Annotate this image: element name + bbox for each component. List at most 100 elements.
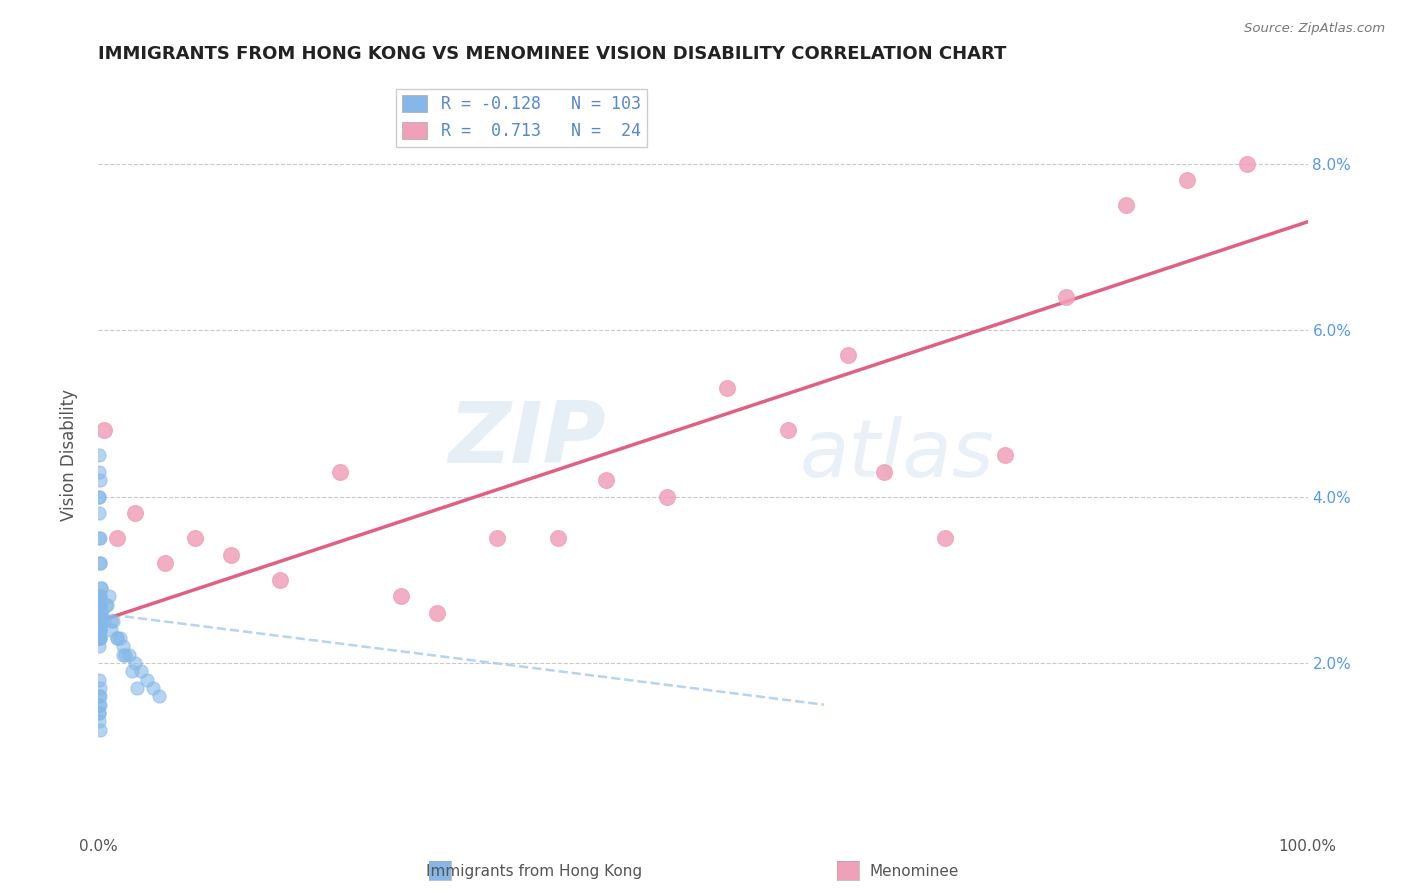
Point (91, 606, 114, 620)
Point (89, 598, 111, 612)
Point (114, 648, 136, 662)
Point (89, 698, 111, 712)
Point (108, 631, 131, 645)
Point (87, 623, 110, 637)
Point (87, 531, 110, 545)
Point (87, 623, 110, 637)
Point (87, 640, 110, 654)
Point (89, 615, 111, 629)
Point (121, 665, 143, 679)
Point (87, 465, 110, 479)
Point (873, 465, 896, 479)
Point (87, 615, 110, 629)
Point (100, 615, 122, 629)
Point (221, 548, 243, 562)
Point (89, 623, 111, 637)
Text: IMMIGRANTS FROM HONG KONG VS MENOMINEE VISION DISABILITY CORRELATION CHART: IMMIGRANTS FROM HONG KONG VS MENOMINEE V… (98, 45, 1007, 63)
Point (105, 631, 128, 645)
Point (89, 623, 111, 637)
Point (89, 631, 111, 645)
Point (89, 606, 111, 620)
Point (89, 615, 111, 629)
Text: Source: ZipAtlas.com: Source: ZipAtlas.com (1244, 22, 1385, 36)
Point (89, 590, 111, 604)
Point (87, 631, 110, 645)
Point (89, 598, 111, 612)
Text: atlas: atlas (800, 416, 994, 494)
Point (89, 681, 111, 695)
Point (135, 673, 157, 687)
Point (89, 598, 111, 612)
Point (87, 615, 110, 629)
Point (89, 606, 111, 620)
Point (89, 606, 111, 620)
Point (547, 531, 569, 545)
Point (89, 606, 111, 620)
Point (89, 606, 111, 620)
Point (269, 573, 291, 587)
Point (1175, 173, 1198, 187)
Point (98, 590, 121, 604)
Point (127, 681, 149, 695)
Point (101, 615, 124, 629)
Point (89, 723, 111, 737)
Y-axis label: Vision Disability: Vision Disability (59, 389, 77, 521)
Point (1236, 156, 1258, 170)
Point (1115, 198, 1137, 212)
Point (87, 590, 110, 604)
Point (89, 690, 111, 704)
Point (153, 556, 176, 570)
Legend: R = -0.128   N = 103, R =  0.713   N =  24: R = -0.128 N = 103, R = 0.713 N = 24 (396, 88, 647, 146)
Point (89, 615, 111, 629)
Point (93, 615, 115, 629)
Point (87, 615, 110, 629)
Point (89, 531, 111, 545)
Point (994, 448, 1017, 462)
Point (89, 615, 111, 629)
Point (89, 606, 111, 620)
Point (87, 623, 110, 637)
Point (934, 531, 956, 545)
Point (89, 623, 111, 637)
Point (89, 598, 111, 612)
Point (389, 590, 412, 604)
Point (87, 598, 110, 612)
Point (111, 648, 134, 662)
Point (148, 690, 170, 704)
Point (87, 490, 110, 504)
Point (89, 615, 111, 629)
Point (1054, 290, 1077, 304)
Text: Immigrants from Hong Kong: Immigrants from Hong Kong (426, 863, 643, 879)
Point (89, 631, 111, 645)
Point (89, 598, 111, 612)
Point (776, 423, 799, 437)
Point (142, 681, 165, 695)
Point (486, 531, 509, 545)
Point (89, 631, 111, 645)
Point (96, 598, 118, 612)
Point (124, 656, 146, 670)
Point (87, 590, 110, 604)
Point (89, 631, 111, 645)
Point (89, 714, 111, 729)
Point (89, 606, 111, 620)
Point (89, 631, 111, 645)
Point (89, 556, 111, 570)
Point (87, 690, 110, 704)
Point (89, 631, 111, 645)
Point (90, 581, 112, 595)
Point (105, 631, 128, 645)
Point (87, 623, 110, 637)
Point (716, 381, 738, 395)
Point (329, 465, 352, 479)
Point (89, 556, 111, 570)
Point (87, 706, 110, 720)
Point (595, 473, 617, 487)
Point (94, 598, 117, 612)
Point (89, 598, 111, 612)
Point (87, 615, 110, 629)
Point (118, 648, 141, 662)
Point (89, 473, 111, 487)
Point (89, 631, 111, 645)
Point (89, 623, 111, 637)
